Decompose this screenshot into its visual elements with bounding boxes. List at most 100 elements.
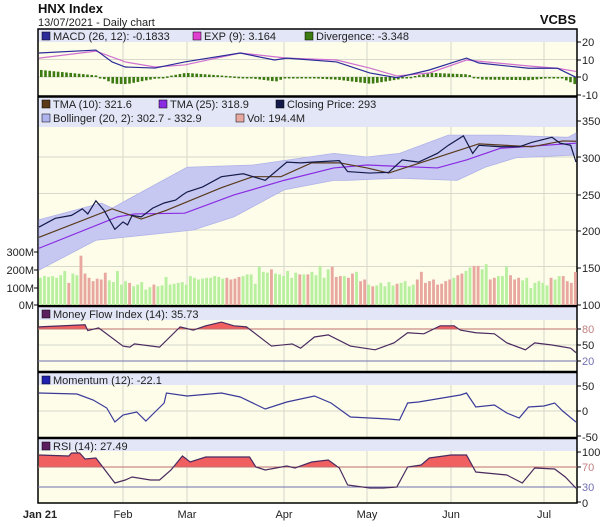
divergence-bar bbox=[308, 77, 312, 79]
volume-bar bbox=[107, 280, 111, 305]
exp-legend-label: EXP (9): 3.164 bbox=[204, 31, 276, 43]
volume-bar bbox=[71, 273, 75, 305]
divergence-bar bbox=[535, 77, 539, 80]
divergence-legend-label: Divergence: -3.348 bbox=[316, 31, 409, 43]
tick-label: 20 bbox=[582, 37, 594, 49]
momentum-legend-label: Momentum (12): -22.1 bbox=[53, 375, 162, 387]
divergence-bar bbox=[119, 77, 123, 84]
volume-bar bbox=[424, 282, 427, 305]
divergence-bar bbox=[98, 77, 102, 79]
macd-line bbox=[38, 49, 577, 79]
volume-bar bbox=[347, 277, 350, 305]
volume-bar bbox=[124, 281, 127, 305]
divergence-bar bbox=[254, 77, 257, 79]
divergence-bar bbox=[527, 77, 530, 81]
volume-bar bbox=[152, 284, 156, 305]
volume-bar bbox=[472, 265, 476, 305]
divergence-bar bbox=[174, 74, 177, 77]
volume-bar bbox=[565, 281, 569, 305]
price-legend-band bbox=[38, 97, 577, 127]
divergence-bar bbox=[56, 71, 60, 77]
volume-bar bbox=[464, 271, 468, 305]
volume-bar bbox=[379, 282, 383, 305]
close-legend-label: Closing Price: 293 bbox=[287, 99, 376, 111]
divergence-bar bbox=[565, 77, 568, 81]
volume-bar bbox=[541, 282, 545, 305]
volume-bar bbox=[484, 264, 488, 305]
divergence-bar bbox=[283, 77, 287, 79]
divergence-bar bbox=[468, 75, 471, 77]
tma10-line bbox=[38, 140, 577, 238]
divergence-bar bbox=[82, 74, 85, 77]
momentum-y-axis: 50 0 -50 bbox=[582, 381, 598, 444]
tma25-line bbox=[38, 142, 577, 249]
divergence-bar bbox=[325, 77, 329, 80]
tick-label: 20 bbox=[582, 356, 594, 368]
volume-bar bbox=[83, 273, 87, 305]
divergence-bar bbox=[128, 77, 131, 84]
volume-bar bbox=[448, 279, 452, 305]
divergence-bar bbox=[170, 75, 173, 78]
tick-label: 250 bbox=[582, 190, 600, 202]
x-tick-label: Mar bbox=[178, 509, 197, 521]
volume-bar bbox=[286, 271, 290, 305]
volume-bar bbox=[545, 285, 549, 305]
divergence-bar bbox=[376, 77, 379, 83]
divergence-bar bbox=[548, 77, 551, 79]
volume-bar bbox=[436, 284, 440, 305]
volume-bar bbox=[229, 279, 233, 305]
volume-bar bbox=[553, 279, 557, 305]
volume-bar bbox=[197, 279, 200, 305]
volume-bar bbox=[428, 281, 431, 305]
divergence-bar bbox=[531, 77, 534, 80]
mfi-legend-band bbox=[38, 307, 577, 320]
divergence-bar bbox=[145, 77, 148, 81]
tick-label: 100M bbox=[6, 283, 34, 295]
volume-bar bbox=[351, 273, 354, 305]
divergence-bar bbox=[359, 77, 362, 83]
volume-bar bbox=[47, 276, 50, 305]
volume-bar bbox=[188, 276, 192, 305]
volume-bar bbox=[59, 275, 63, 305]
divergence-bar bbox=[191, 73, 194, 77]
divergence-bar bbox=[493, 77, 497, 80]
volume-bar bbox=[322, 277, 326, 305]
divergence-bar bbox=[451, 73, 455, 77]
volume-bar bbox=[237, 276, 241, 305]
tick-label: 150 bbox=[582, 263, 600, 275]
tick-label: 200M bbox=[6, 265, 34, 277]
price-y-axis: 350 300 250 200 150 100 bbox=[582, 116, 600, 312]
divergence-bar bbox=[149, 77, 152, 80]
divergence-bar bbox=[203, 74, 207, 77]
divergence-bar bbox=[544, 77, 547, 79]
divergence-bar bbox=[460, 74, 463, 77]
divergence-bar bbox=[262, 77, 266, 80]
divergence-bar bbox=[94, 75, 98, 77]
tma10-swatch bbox=[41, 99, 51, 109]
volume-bar bbox=[241, 276, 245, 305]
volume-bar bbox=[569, 282, 573, 305]
divergence-bar bbox=[355, 77, 358, 83]
volume-bar bbox=[294, 272, 298, 305]
volume-bar bbox=[39, 277, 42, 305]
macd-y-axis: 20 10 0 -10 bbox=[582, 37, 598, 102]
divergence-bar bbox=[65, 72, 68, 77]
volume-bar bbox=[298, 274, 302, 305]
volume-bar bbox=[529, 288, 533, 305]
divergence-bar bbox=[434, 73, 438, 77]
tick-label: 50 bbox=[582, 381, 594, 393]
volume-legend-label: Vol: 194.4M bbox=[247, 113, 305, 125]
volume-bar bbox=[55, 277, 59, 305]
divergence-bar bbox=[132, 77, 135, 83]
volume-bar bbox=[407, 286, 411, 305]
chart-subtitle: 13/07/2021 - Daily chart bbox=[38, 17, 155, 29]
volume-bar bbox=[278, 274, 281, 305]
divergence-bar bbox=[350, 77, 354, 82]
divergence-bar bbox=[556, 77, 560, 79]
volume-bar bbox=[193, 277, 196, 305]
bollinger-swatch bbox=[41, 113, 51, 123]
momentum-legend: Momentum (12): -22.1 bbox=[41, 375, 162, 387]
volume-bar bbox=[330, 266, 334, 305]
volume-bar bbox=[310, 271, 314, 305]
divergence-bar bbox=[338, 77, 341, 80]
